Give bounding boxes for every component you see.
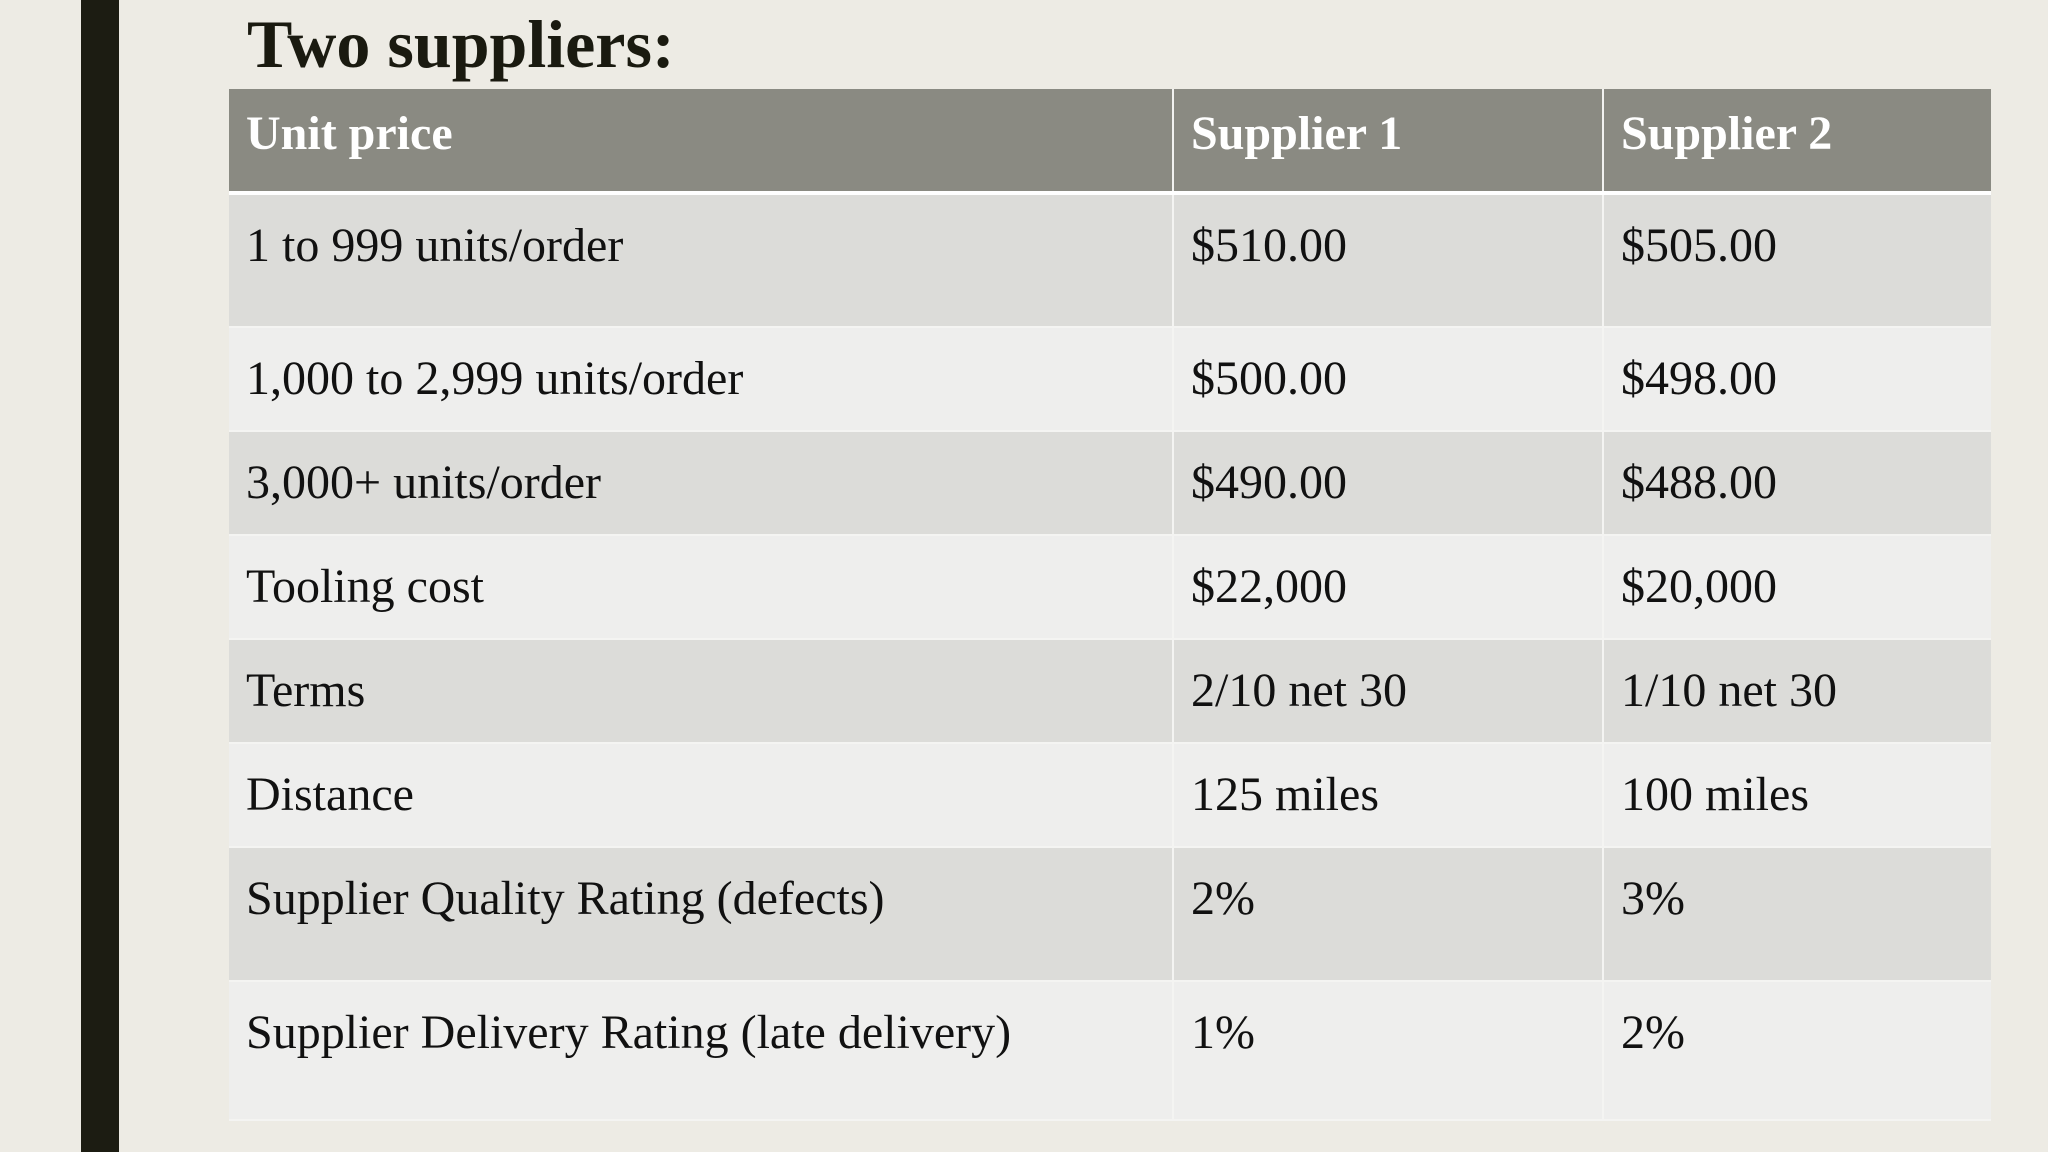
supplier-1-value: 2/10 net 30 <box>1173 639 1604 744</box>
supplier-1-value: 125 miles <box>1173 743 1604 848</box>
table-row: Supplier Delivery Rating (late delivery)… <box>229 981 1991 1121</box>
supplier-2-value: $498.00 <box>1603 327 1991 432</box>
accent-bar <box>81 0 119 1152</box>
supplier-2-value: 1/10 net 30 <box>1603 639 1991 744</box>
header-supplier-1: Supplier 1 <box>1173 89 1604 195</box>
row-label: 3,000+ units/order <box>229 431 1174 536</box>
supplier-1-value: $22,000 <box>1173 535 1604 640</box>
supplier-2-value: 3% <box>1603 847 1991 982</box>
row-label: Supplier Delivery Rating (late delivery) <box>229 981 1174 1121</box>
table-row: Terms 2/10 net 30 1/10 net 30 <box>229 639 1991 744</box>
supplier-1-value: 1% <box>1173 981 1604 1121</box>
slide-title: Two suppliers: <box>247 6 675 82</box>
supplier-2-value: $488.00 <box>1603 431 1991 536</box>
comparison-table: Unit price Supplier 1 Supplier 2 1 to 99… <box>229 89 1991 1121</box>
supplier-2-value: 100 miles <box>1603 743 1991 848</box>
table-body: 1 to 999 units/order $510.00 $505.00 1,0… <box>229 193 1991 1121</box>
table-row: Supplier Quality Rating (defects) 2% 3% <box>229 847 1991 982</box>
table-row: 3,000+ units/order $490.00 $488.00 <box>229 431 1991 536</box>
header-unit-price: Unit price <box>229 89 1174 195</box>
header-row: Unit price Supplier 1 Supplier 2 <box>229 89 1991 195</box>
row-label: 1 to 999 units/order <box>229 193 1174 328</box>
table-row: Tooling cost $22,000 $20,000 <box>229 535 1991 640</box>
supplier-2-value: $505.00 <box>1603 193 1991 328</box>
supplier-2-value: 2% <box>1603 981 1991 1121</box>
table-row: 1 to 999 units/order $510.00 $505.00 <box>229 193 1991 328</box>
supplier-1-value: $510.00 <box>1173 193 1604 328</box>
table-row: Distance 125 miles 100 miles <box>229 743 1991 848</box>
row-label: Tooling cost <box>229 535 1174 640</box>
row-label: Terms <box>229 639 1174 744</box>
row-label: 1,000 to 2,999 units/order <box>229 327 1174 432</box>
supplier-1-value: $500.00 <box>1173 327 1604 432</box>
supplier-comparison-table: Unit price Supplier 1 Supplier 2 1 to 99… <box>229 89 1991 1121</box>
supplier-1-value: $490.00 <box>1173 431 1604 536</box>
row-label: Supplier Quality Rating (defects) <box>229 847 1174 982</box>
header-supplier-2: Supplier 2 <box>1603 89 1991 195</box>
table-header: Unit price Supplier 1 Supplier 2 <box>229 89 1991 195</box>
supplier-1-value: 2% <box>1173 847 1604 982</box>
supplier-2-value: $20,000 <box>1603 535 1991 640</box>
row-label: Distance <box>229 743 1174 848</box>
table-row: 1,000 to 2,999 units/order $500.00 $498.… <box>229 327 1991 432</box>
